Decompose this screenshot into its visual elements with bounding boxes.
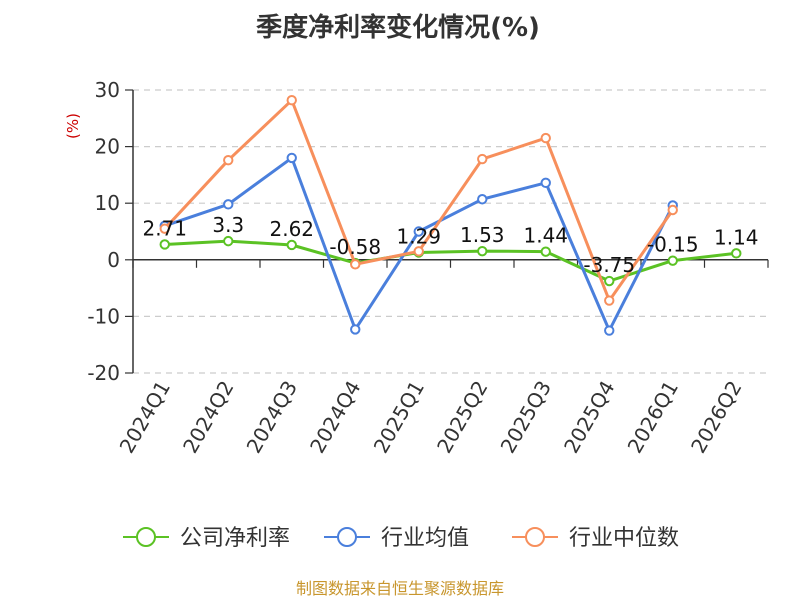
data-point <box>286 152 297 164</box>
data-point <box>159 223 170 234</box>
legend-swatch-marker <box>337 527 357 547</box>
data-label: 2.71 <box>142 216 187 240</box>
data-label: -3.75 <box>583 253 635 277</box>
data-label: 1.44 <box>523 224 568 248</box>
data-point <box>223 199 234 210</box>
x-tick-label: 2025Q4 <box>559 377 619 458</box>
x-tick-label: 2024Q2 <box>178 377 238 458</box>
legend-label: 行业均值 <box>381 526 469 551</box>
data-point <box>350 259 361 270</box>
x-tick-label: 2025Q3 <box>496 377 556 458</box>
data-label: 1.53 <box>460 223 505 247</box>
y-tick-label: 10 <box>95 191 120 215</box>
data-point <box>604 275 615 287</box>
data-label: 1.14 <box>714 225 759 249</box>
legend: 公司净利率 行业均值 行业中位数 <box>123 526 679 551</box>
grid-lines <box>125 89 768 374</box>
legend-swatch-marker <box>136 527 156 547</box>
data-point <box>223 235 234 247</box>
data-point <box>604 295 615 306</box>
data-point <box>223 154 234 166</box>
data-point <box>477 194 488 205</box>
y-tick-label: -20 <box>87 361 120 385</box>
data-label: 2.62 <box>269 217 314 241</box>
axes <box>132 90 769 373</box>
x-tick-label: 2026Q1 <box>623 377 683 458</box>
y-tick-label: 20 <box>95 135 120 159</box>
legend-label: 行业中位数 <box>569 526 679 551</box>
data-point <box>540 177 551 189</box>
y-tick-label: -10 <box>87 304 120 328</box>
y-tick-label: 0 <box>107 248 120 272</box>
legend-swatch-marker <box>525 527 545 547</box>
data-point <box>667 255 678 266</box>
x-tick-labels: 2024Q1 2024Q2 2024Q3 2024Q4 2025Q1 2025Q2 2025… <box>115 377 747 458</box>
data-point <box>477 153 488 165</box>
data-point <box>477 245 488 257</box>
x-tick-label: 2024Q1 <box>115 377 175 458</box>
x-tick-label: 2026Q2 <box>686 377 746 458</box>
data-point <box>540 132 551 144</box>
data-label: 3.3 <box>212 213 244 237</box>
data-point <box>667 204 678 216</box>
data-label: -0.58 <box>329 235 381 259</box>
data-label: -0.15 <box>647 233 699 257</box>
data-point <box>540 246 551 257</box>
data-point <box>413 246 424 257</box>
x-tick-label: 2024Q3 <box>242 377 302 458</box>
data-point <box>159 239 170 250</box>
data-labels: 2.71 3.3 2.62 -0.58 1.29 1.53 1.44 -3.75 -0.15 1.… <box>142 213 758 277</box>
x-tick-label: 2024Q4 <box>305 377 365 458</box>
chart-title: 季度净利率变化情况(%) <box>256 12 540 43</box>
y-axis-label: (%) <box>64 113 82 139</box>
y-tick-labels: 30 20 10 0 -10 -20 <box>87 78 120 385</box>
data-point <box>604 325 615 336</box>
data-point <box>413 226 424 237</box>
data-point <box>731 248 742 259</box>
data-point <box>350 324 361 335</box>
legend-label: 公司净利率 <box>180 526 290 551</box>
series-layer <box>159 94 742 336</box>
x-tick-label: 2025Q1 <box>369 377 429 458</box>
data-label: 1.29 <box>396 224 441 248</box>
data-point <box>286 94 297 106</box>
data-point <box>286 239 297 251</box>
source-note: 制图数据来自恒生聚源数据库 <box>296 579 504 598</box>
x-tick-label: 2025Q2 <box>432 377 492 458</box>
y-tick-label: 30 <box>95 78 120 102</box>
